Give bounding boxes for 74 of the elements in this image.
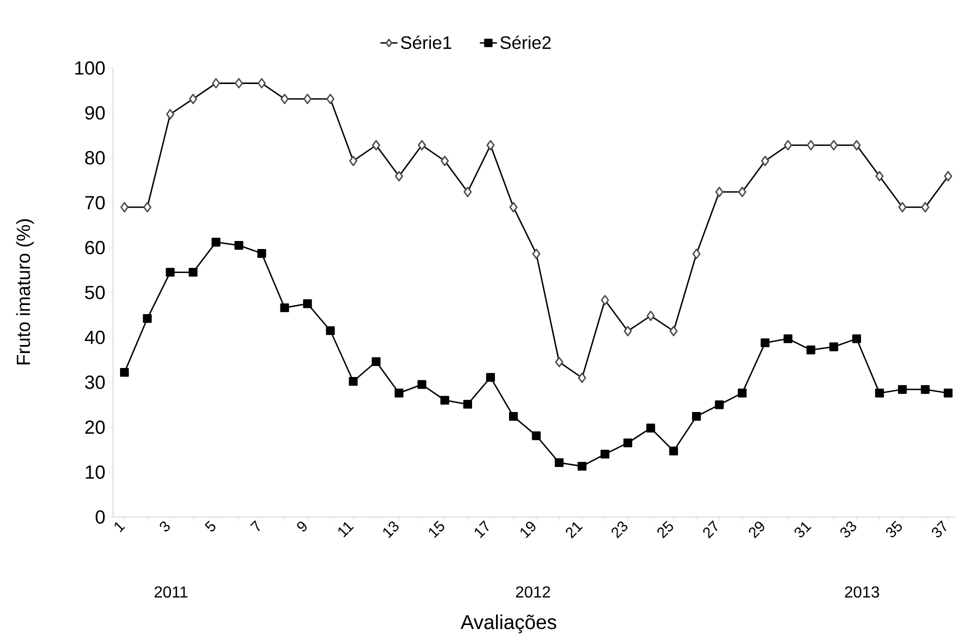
x-tick-label: 9 bbox=[297, 522, 307, 532]
text: 2012 bbox=[516, 586, 550, 598]
point bbox=[303, 299, 312, 308]
x-tick-label: 23 bbox=[612, 522, 628, 538]
point bbox=[944, 388, 953, 398]
point bbox=[852, 334, 862, 344]
point bbox=[554, 458, 564, 468]
x-tick-label: 35 bbox=[886, 520, 902, 538]
point bbox=[257, 249, 266, 258]
x-tick-label: 27 bbox=[703, 520, 718, 538]
point bbox=[714, 400, 724, 410]
point bbox=[234, 240, 244, 250]
point bbox=[600, 450, 610, 459]
x-tick-label: 31 bbox=[794, 522, 812, 538]
point bbox=[326, 326, 335, 336]
x-axis-title: Avaliações bbox=[460, 614, 556, 634]
text: 2011 bbox=[154, 586, 188, 598]
point bbox=[188, 268, 198, 277]
y-axis-title: Fruto imaturo (%) bbox=[16, 219, 34, 364]
point bbox=[166, 268, 175, 277]
legend-label: Série2 bbox=[500, 36, 551, 50]
point bbox=[394, 388, 404, 398]
point bbox=[532, 431, 541, 440]
point bbox=[692, 412, 701, 421]
point bbox=[578, 462, 586, 471]
y-tick-label: 50 bbox=[85, 286, 105, 300]
x-tick-label: 11 bbox=[338, 522, 354, 538]
x-tick-label: 37 bbox=[932, 520, 946, 538]
point bbox=[738, 388, 747, 398]
legend-label: Série1 bbox=[400, 36, 452, 50]
y-tick-label: 0 bbox=[96, 510, 105, 524]
y-tick-label: 60 bbox=[85, 240, 105, 254]
x-tick-label: 1 bbox=[114, 522, 126, 532]
y-tick-label: 20 bbox=[85, 420, 105, 434]
point bbox=[120, 368, 129, 377]
point bbox=[920, 385, 930, 394]
point bbox=[440, 396, 450, 405]
point bbox=[623, 438, 632, 448]
y-tick-label: 90 bbox=[85, 106, 105, 120]
x-tick-label: 15 bbox=[428, 520, 444, 538]
x-tick-label: 17 bbox=[474, 520, 489, 538]
text: 2013 bbox=[845, 586, 880, 598]
y-tick-label: 10 bbox=[86, 465, 105, 479]
point bbox=[142, 314, 152, 323]
x-tick-label: 5 bbox=[204, 520, 216, 532]
point bbox=[760, 338, 770, 348]
y-tick-label: 100 bbox=[75, 61, 105, 75]
x-tick-label: 33 bbox=[840, 522, 856, 538]
x-tick-label: 7 bbox=[250, 520, 260, 532]
point bbox=[348, 376, 358, 386]
point bbox=[509, 412, 518, 421]
point bbox=[417, 380, 426, 389]
point bbox=[784, 334, 792, 344]
x-tick-label: 13 bbox=[383, 522, 399, 538]
point bbox=[372, 357, 381, 366]
point bbox=[669, 446, 678, 456]
x-tick-label: 29 bbox=[748, 522, 764, 538]
point bbox=[829, 342, 838, 352]
x-tick-label: 19 bbox=[520, 522, 536, 538]
x-tick-label: 25 bbox=[657, 520, 674, 538]
y-tick-label: 80 bbox=[85, 151, 105, 165]
x-tick-label: 21 bbox=[566, 522, 583, 538]
point bbox=[646, 424, 656, 432]
point bbox=[806, 346, 816, 354]
point bbox=[280, 303, 290, 312]
point bbox=[898, 385, 907, 394]
point bbox=[463, 400, 472, 409]
x-tick-label: 3 bbox=[160, 522, 170, 532]
point bbox=[875, 388, 884, 398]
y-tick-label: 30 bbox=[85, 376, 105, 390]
y-tick-label: 70 bbox=[85, 196, 105, 210]
point bbox=[212, 238, 220, 247]
y-tick-label: 40 bbox=[84, 330, 105, 344]
point bbox=[486, 372, 495, 382]
